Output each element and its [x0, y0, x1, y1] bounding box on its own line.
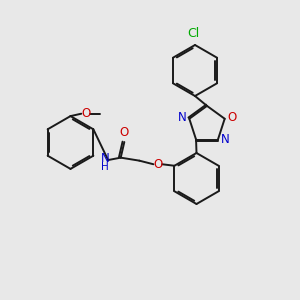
Text: O: O — [81, 107, 90, 120]
Text: H: H — [101, 162, 109, 172]
Text: O: O — [153, 158, 163, 171]
Text: Cl: Cl — [188, 27, 200, 40]
Text: O: O — [228, 111, 237, 124]
Text: N: N — [221, 133, 230, 146]
Text: N: N — [178, 111, 186, 124]
Text: N: N — [101, 152, 110, 165]
Text: O: O — [120, 126, 129, 139]
